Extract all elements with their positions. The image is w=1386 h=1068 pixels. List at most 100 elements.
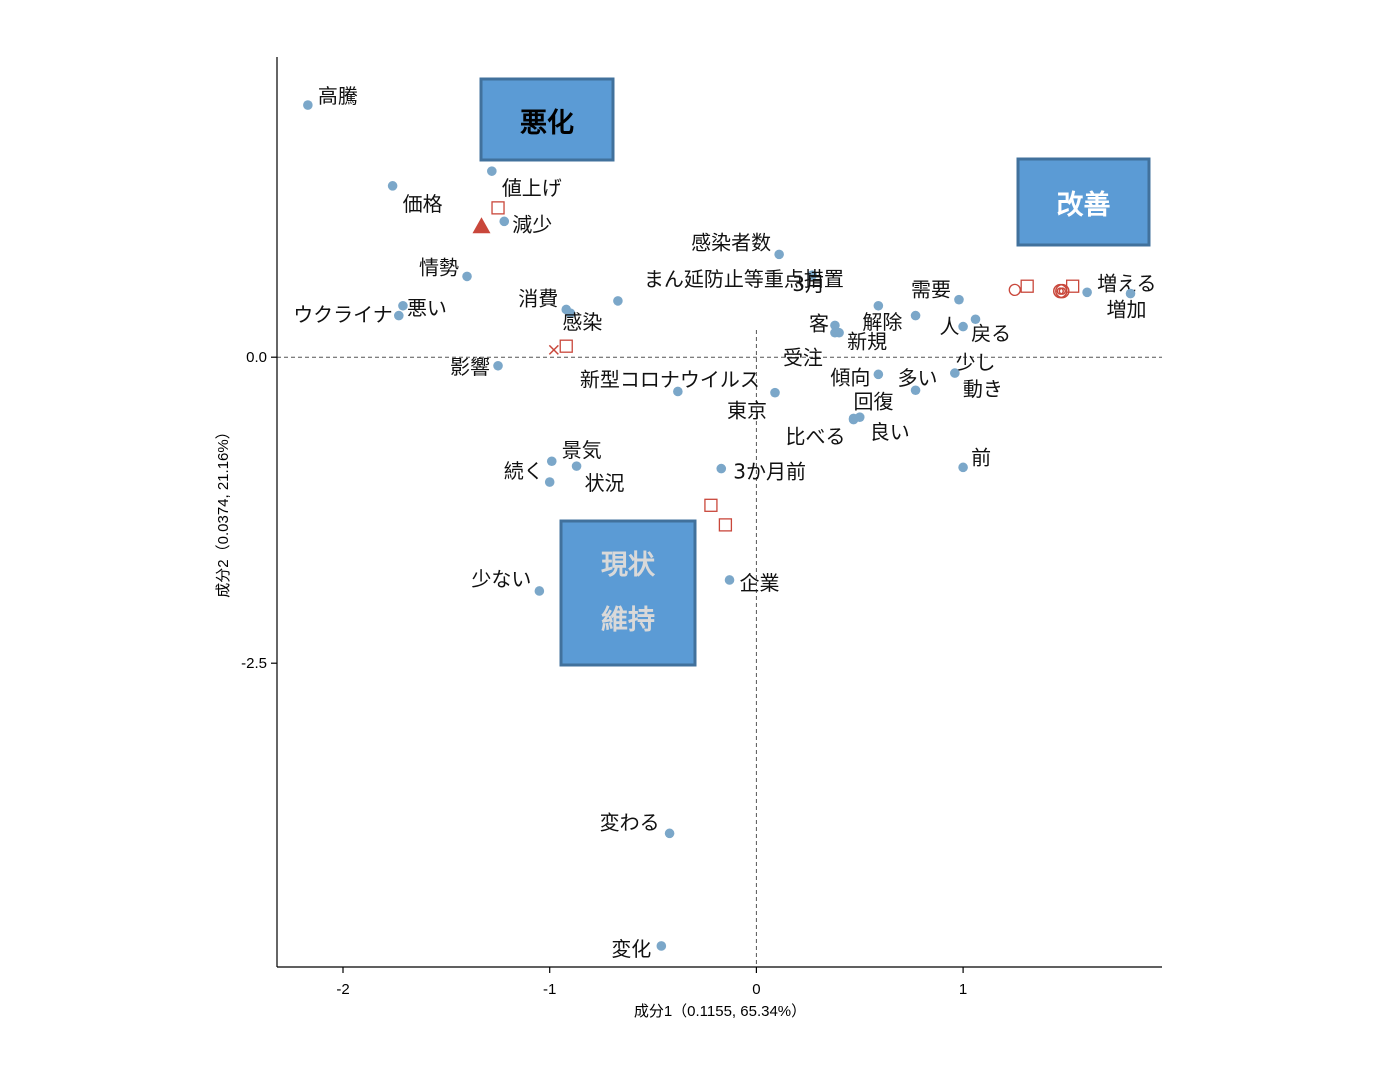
point-label: 少ない — [471, 567, 531, 591]
point-label: ウクライナ — [293, 303, 393, 327]
word-point: 感染者数 — [691, 230, 784, 260]
cross-stroke — [548, 344, 559, 355]
double-circle-marker — [1055, 283, 1070, 299]
point-marker — [493, 360, 503, 371]
point-label: 減少 — [512, 212, 552, 236]
point-marker — [571, 461, 582, 471]
point-label: 少し — [956, 350, 996, 374]
point-label: 客 — [809, 311, 829, 335]
point-label: 比べる — [786, 425, 846, 449]
point-label: 傾向 — [830, 365, 870, 389]
word-point: 企業 — [724, 571, 780, 595]
square-marker — [491, 201, 505, 215]
point-label: 受注 — [783, 346, 823, 370]
point-marker — [716, 463, 727, 474]
word-point: 状況 — [571, 461, 625, 495]
word-point: 動き — [950, 368, 1003, 401]
point-label: 感染者数 — [691, 230, 771, 254]
word-point: 良い — [854, 412, 910, 444]
point-label: 新型コロナウイルス — [580, 367, 760, 391]
point-label: 感染 — [562, 310, 602, 334]
word-point: 前 — [958, 445, 991, 473]
word-point: 少ない — [471, 567, 545, 596]
point-label: 企業 — [740, 571, 780, 595]
word-point: 情勢 — [419, 255, 472, 282]
word-point: 3月 — [792, 270, 825, 296]
quadrant-label: 悪化 — [520, 108, 574, 139]
point-label: 価格 — [403, 192, 443, 216]
point-marker — [398, 300, 408, 311]
square-marker — [704, 498, 718, 512]
word-point: 需要 — [911, 278, 964, 305]
point-label: 3か月前 — [733, 460, 806, 484]
quadrant-box-bg — [559, 519, 697, 667]
point-marker — [487, 166, 497, 176]
cross-marker — [548, 344, 559, 355]
point-marker — [873, 369, 884, 380]
word-point: 3か月前 — [716, 460, 806, 484]
word-point: 価格 — [387, 181, 443, 216]
reference-lines — [277, 330, 1162, 967]
point-label: 影響 — [450, 355, 490, 379]
y-tick-label: -2.5 — [241, 655, 267, 672]
word-point: 高騰 — [303, 84, 358, 110]
point-label: 戻る — [971, 322, 1011, 346]
word-point: まん延防止等重点措置 — [613, 267, 844, 306]
y-axis-title: 成分2（0.0374, 21.16%） — [215, 424, 232, 597]
point-marker — [970, 314, 981, 325]
point-label: 東京 — [727, 399, 767, 423]
word-point: 東京 — [727, 387, 780, 423]
quadrant-box-悪化: 悪化 — [479, 77, 615, 162]
point-marker — [1082, 287, 1092, 298]
point-label: 多い — [898, 366, 938, 390]
point-label: 人 — [940, 315, 960, 339]
word-point: 変化 — [611, 937, 667, 961]
word-point: 比べる — [786, 414, 859, 449]
triangle-marker — [472, 217, 491, 234]
word-point: 消費 — [518, 286, 572, 315]
word-point: 受注 — [783, 327, 840, 370]
word-point: 値上げ — [487, 166, 562, 200]
square-marker — [1020, 279, 1034, 293]
point-label: 消費 — [518, 286, 558, 310]
square-marker — [559, 339, 573, 353]
point-marker — [910, 385, 921, 396]
word-point: 戻る — [958, 322, 1011, 346]
word-point: 傾向 — [830, 365, 884, 389]
inner-ring — [1058, 287, 1067, 295]
point-marker — [954, 294, 964, 305]
word-point: 変わる — [600, 810, 675, 839]
word-point: 減少 — [499, 212, 552, 236]
quadrant-label: 改善 — [1057, 189, 1111, 221]
word-point: 回復 — [848, 389, 894, 424]
point-label: 良い — [870, 420, 910, 444]
outer-ring — [1055, 283, 1070, 299]
point-marker — [950, 368, 960, 378]
word-point: 増加 — [1107, 288, 1147, 322]
point-label: 変化 — [611, 937, 651, 961]
quadrant-box-bg — [479, 77, 615, 162]
point-marker — [830, 320, 840, 331]
point-marker — [873, 300, 884, 311]
point-marker — [664, 828, 675, 839]
quadrant-box-改善: 改善 — [1016, 157, 1151, 247]
point-label: 景気 — [562, 438, 602, 462]
x-tick-label: 0 — [752, 981, 760, 998]
word-point: 影響 — [450, 355, 503, 379]
point-label: 変わる — [600, 810, 660, 834]
point-marker — [613, 296, 623, 306]
word-point: 人 — [910, 310, 960, 339]
point-marker — [774, 249, 784, 260]
word-point: 悪い — [398, 296, 447, 320]
circle-marker — [1008, 283, 1021, 297]
x-axis-title: 成分1（0.1155, 65.34%） — [634, 1003, 806, 1020]
word-point: 増える — [1082, 271, 1157, 298]
point-marker — [546, 456, 557, 467]
point-label: 解除 — [862, 310, 902, 334]
point-label: 前 — [971, 445, 991, 469]
point-label: 回復 — [854, 389, 894, 413]
square-marker — [1066, 279, 1080, 293]
point-marker — [724, 575, 735, 585]
